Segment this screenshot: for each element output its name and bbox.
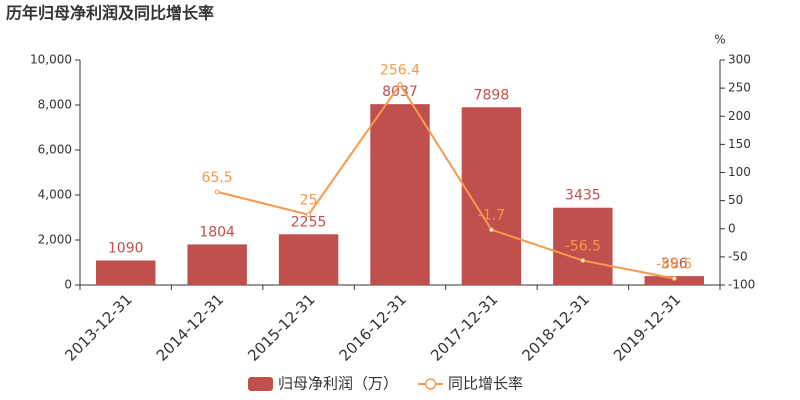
y2-tick-label: -100 <box>728 278 755 292</box>
bar <box>278 234 339 285</box>
y-tick-label: 10,000 <box>30 53 72 67</box>
line-point <box>580 258 586 264</box>
x-tick-label: 2013-12-31 <box>61 290 135 364</box>
y-tick-label: 0 <box>64 278 72 292</box>
bar-value-label: 2255 <box>291 214 327 230</box>
x-tick-label: 2015-12-31 <box>244 290 318 364</box>
line-point <box>488 227 494 233</box>
x-tick-label: 2018-12-31 <box>518 290 592 364</box>
y2-tick-label: 300 <box>728 53 751 67</box>
y-tick-label: 8,000 <box>38 98 72 112</box>
line-point <box>671 276 677 282</box>
bar-value-label: 1090 <box>108 240 144 256</box>
y2-tick-label: 200 <box>728 109 751 123</box>
line-value-label: 256.4 <box>380 63 420 79</box>
line-value-label: 25 <box>300 193 318 209</box>
y2-tick-label: 50 <box>728 193 743 207</box>
y2-tick-label: 150 <box>728 137 751 151</box>
y2-tick-label: -50 <box>728 249 748 263</box>
line-value-label: -1.7 <box>478 208 505 224</box>
y2-tick-label: 0 <box>728 221 736 235</box>
bar <box>553 207 613 285</box>
line-value-label: 65.5 <box>202 170 233 186</box>
y-tick-label: 2,000 <box>38 233 72 247</box>
line-value-label: -88.5 <box>656 257 692 273</box>
y2-tick-label: 100 <box>728 165 751 179</box>
legend-swatch-point <box>424 378 437 390</box>
bar <box>370 104 430 285</box>
legend-label: 同比增长率 <box>448 375 523 393</box>
legend-label: 归母净利润（万） <box>278 375 398 393</box>
x-tick-label: 2016-12-31 <box>336 290 410 364</box>
x-tick-label: 2014-12-31 <box>153 290 227 364</box>
line-point <box>214 189 220 195</box>
y-tick-label: 6,000 <box>38 143 72 157</box>
bar <box>461 107 522 285</box>
bar-value-label: 1804 <box>199 224 235 240</box>
legend-swatch <box>248 377 273 391</box>
x-tick-label: 2019-12-31 <box>610 290 684 364</box>
bar-value-label: 396 <box>661 256 688 272</box>
bar <box>96 260 156 285</box>
growth-line <box>216 82 675 280</box>
line-point <box>306 212 312 218</box>
bar-value-label: 3435 <box>565 188 601 204</box>
y-tick-label: 4,000 <box>38 188 72 202</box>
line-point <box>397 82 403 88</box>
line-value-label: -56.5 <box>565 239 601 255</box>
chart-title: 历年归母净利润及同比增长率 <box>6 4 214 23</box>
bar-value-label: 7898 <box>474 87 510 103</box>
bar <box>187 244 247 285</box>
x-tick-label: 2017-12-31 <box>427 290 501 364</box>
y2-axis-unit: % <box>714 33 725 47</box>
y2-tick-label: 250 <box>728 81 751 95</box>
